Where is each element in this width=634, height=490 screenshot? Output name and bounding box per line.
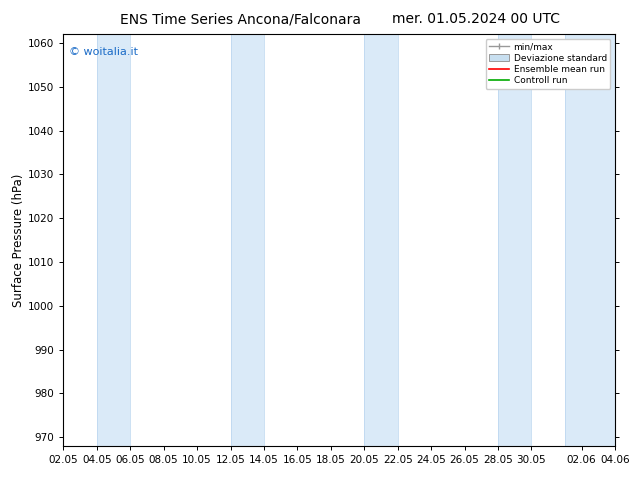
Bar	[231, 34, 264, 446]
Bar	[97, 34, 130, 446]
Text: © woitalia.it: © woitalia.it	[69, 47, 138, 57]
Bar	[498, 34, 531, 446]
Bar	[565, 34, 615, 446]
Text: ENS Time Series Ancona/Falconara: ENS Time Series Ancona/Falconara	[120, 12, 361, 26]
Legend: min/max, Deviazione standard, Ensemble mean run, Controll run: min/max, Deviazione standard, Ensemble m…	[486, 39, 611, 89]
Text: mer. 01.05.2024 00 UTC: mer. 01.05.2024 00 UTC	[392, 12, 559, 26]
Y-axis label: Surface Pressure (hPa): Surface Pressure (hPa)	[12, 173, 25, 307]
Bar	[365, 34, 398, 446]
